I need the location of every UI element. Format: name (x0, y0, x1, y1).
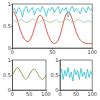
svg-text:0.5: 0.5 (3, 72, 11, 78)
svg-text:100: 100 (87, 49, 97, 55)
svg-text:50: 50 (26, 91, 32, 97)
svg-text:100: 100 (41, 91, 51, 97)
svg-text:50: 50 (73, 91, 79, 97)
svg-text:0: 0 (11, 49, 14, 55)
svg-text:1: 1 (55, 57, 58, 63)
svg-text:50: 50 (49, 49, 55, 55)
svg-text:100: 100 (87, 91, 97, 97)
svg-text:0: 0 (58, 91, 61, 97)
svg-text:1: 1 (8, 1, 11, 7)
svg-text:0: 0 (7, 45, 11, 51)
svg-text:0: 0 (55, 87, 59, 93)
svg-text:0.5: 0.5 (51, 72, 59, 78)
svg-text:0: 0 (7, 87, 11, 93)
svg-text:0: 0 (11, 91, 14, 97)
svg-text:1: 1 (8, 57, 11, 63)
svg-text:0.5: 0.5 (3, 23, 11, 29)
